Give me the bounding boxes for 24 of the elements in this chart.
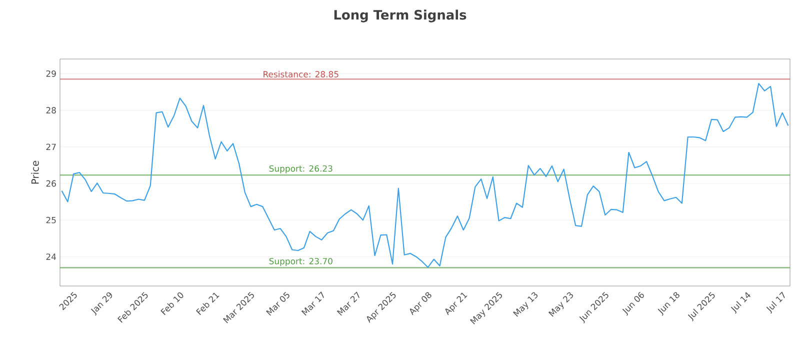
x-tick-label: Jun 18 xyxy=(658,292,680,316)
x-tick-label: Apr 08 xyxy=(410,292,432,316)
x-tick-label: Feb 10 xyxy=(160,292,184,316)
x-tick-label: Jun 06 xyxy=(622,292,644,316)
y-tick-label: 29 xyxy=(46,70,56,77)
y-tick-label: 26 xyxy=(46,180,56,187)
ref-line-label: Support: 26.23 xyxy=(269,165,332,174)
x-tick-label: Jan 29 xyxy=(90,292,112,316)
line-series xyxy=(61,82,789,268)
x-tick-label: Jul 17 xyxy=(766,292,785,314)
y-tick-label: 25 xyxy=(46,216,56,224)
y-axis-title: Price xyxy=(31,160,39,184)
x-tick-label: Apr 21 xyxy=(445,292,468,316)
y-tick-label: 24 xyxy=(46,254,56,260)
ref-line-label: Resistance: 28.85 xyxy=(264,70,338,78)
y-tick-label: 28 xyxy=(46,107,56,114)
x-tick-label: Mar 17 xyxy=(301,292,324,316)
y-tick-label: 27 xyxy=(46,144,56,150)
x-tick-label: Mar 27 xyxy=(336,292,360,316)
chart-title: Long Term Signals xyxy=(334,10,466,22)
x-tick-label: Jul 14 xyxy=(730,292,750,314)
x-tick-label: Mar 05 xyxy=(266,292,290,316)
x-tick-label: Feb 21 xyxy=(196,292,220,316)
ref-line-label: Support: 23.70 xyxy=(269,258,332,266)
